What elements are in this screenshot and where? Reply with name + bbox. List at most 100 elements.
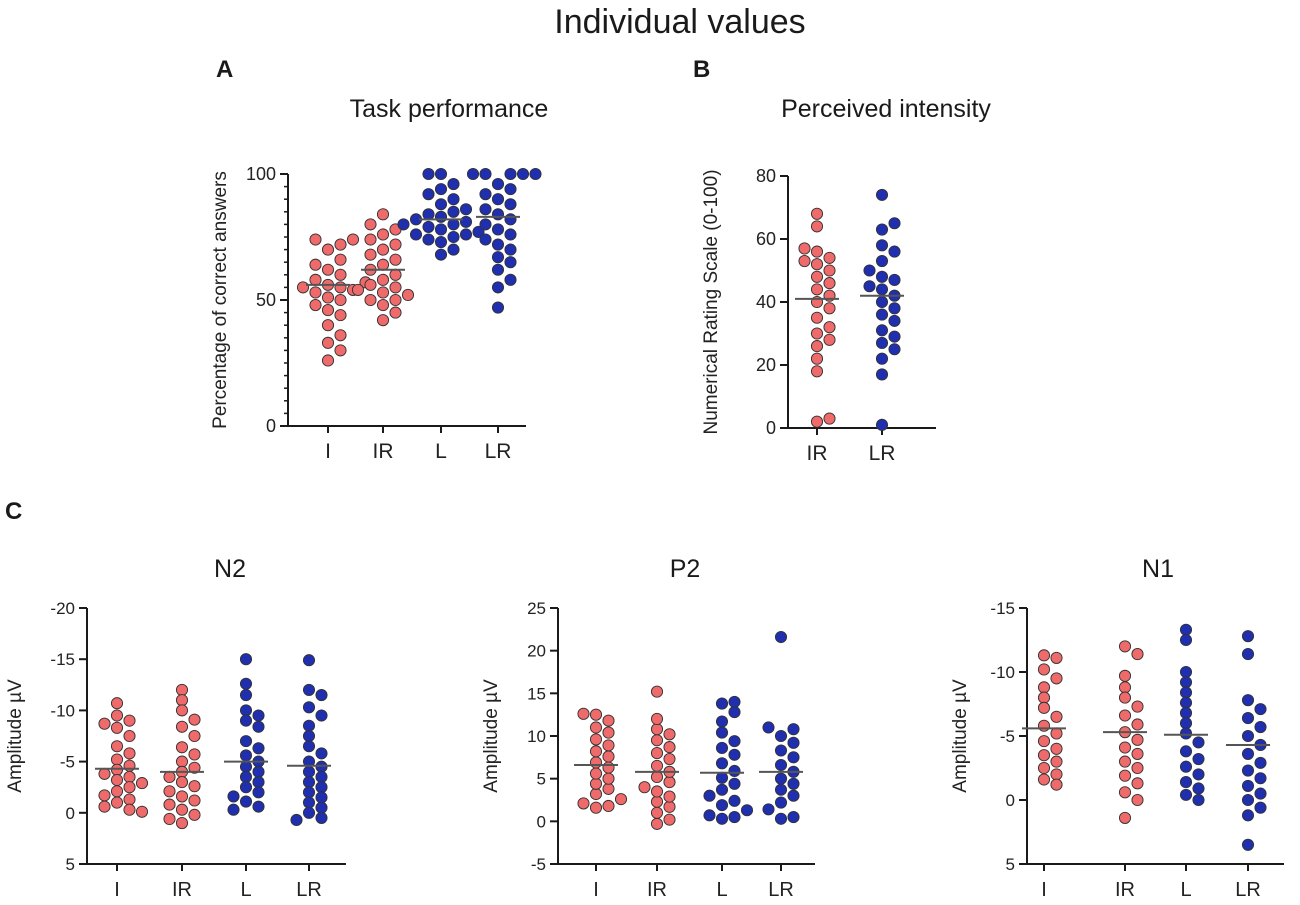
data-point [123,793,136,806]
data-point [1241,630,1255,643]
data-point [810,220,824,233]
data-point [810,283,824,296]
data-point [875,295,889,309]
panel-c3: N1 Amplitude µV -15 -10 -5 0 5 I IR L LR [950,555,1284,901]
data-point [163,812,176,825]
data-point [401,288,415,302]
data-point [472,225,485,239]
data-point [577,797,590,810]
data-point [1050,672,1063,685]
data-point [650,685,664,698]
data-point [888,330,901,343]
data-point [1131,648,1144,661]
data-point [728,735,741,748]
data-point [875,283,889,296]
data-point [1254,720,1267,734]
data-point [364,278,377,291]
data-point [163,770,176,784]
data-point [787,777,800,790]
data-point [364,248,377,261]
data-point [1118,681,1132,694]
data-point [346,233,360,246]
panel-label: C [5,498,22,525]
panel-title: Perceived intensity [781,95,991,123]
data-point [787,723,800,736]
y-axis-label: Amplitude µV [950,679,971,793]
data-point [302,701,316,714]
data-point [703,809,716,822]
data-point [1131,733,1144,746]
data-point [875,324,889,337]
data-point [650,806,664,819]
data-point [715,783,729,796]
data-point [389,238,402,251]
data-point [334,309,347,322]
data-point [447,243,460,256]
data-point [334,293,347,307]
data-point [715,771,729,784]
data-point [650,759,664,772]
data-point [1241,793,1255,807]
data-point [1254,772,1267,785]
y-axis-label: Amplitude µV [5,679,26,793]
y-axis-label: Percentage of correct answers [210,171,231,429]
data-point [1050,651,1063,664]
data-point [650,747,664,760]
x-tick-label: IR [172,879,192,901]
data-point [239,714,253,727]
data-point [888,314,901,327]
data-point [650,770,664,784]
data-point [875,239,889,252]
data-point [774,812,788,825]
y-axis-label: Numerical Rating Scale (0-100) [701,169,722,434]
data-point [1037,663,1051,676]
data-point [321,263,335,276]
panel-title: Task performance [350,95,549,123]
data-point [602,750,615,763]
data-point [479,203,492,216]
data-point [589,756,603,769]
data-point [491,208,505,221]
data-point [447,218,460,231]
data-point [1192,793,1205,807]
data-point [175,755,189,768]
y-tick-label: 5 [66,855,75,874]
data-point [315,709,328,722]
data-point [787,736,800,749]
data-point [740,804,754,817]
data-point [1179,665,1193,679]
x-tick-label: I [325,440,331,463]
y-tick-label: -15 [990,599,1015,618]
data-point [650,785,664,798]
data-point [376,228,390,241]
panel-a: A Task performance Percentage of correct a… [210,56,548,463]
data-point [810,340,824,353]
data-point [364,233,377,246]
data-point [110,773,124,787]
data-point [1037,773,1051,786]
data-point [1179,727,1193,740]
data-point [1050,778,1063,791]
data-point [589,708,603,721]
data-point [728,695,741,708]
data-point [309,273,322,286]
data-point [302,683,316,696]
data-point [703,789,716,802]
data-point [110,785,124,798]
data-point [762,721,775,734]
y-axis-label: Amplitude µV [481,679,502,793]
data-point [315,811,328,824]
data-point [422,233,435,246]
data-point [389,281,402,294]
data-point [110,763,124,776]
data-point [321,243,335,256]
data-point [315,791,328,804]
y-tick-label: 40 [756,292,776,312]
data-point [1037,681,1051,694]
data-point [334,329,347,342]
data-point [309,298,322,312]
data-point [434,183,448,196]
data-point [98,800,111,813]
data-point [376,258,390,271]
data-point [875,352,889,365]
